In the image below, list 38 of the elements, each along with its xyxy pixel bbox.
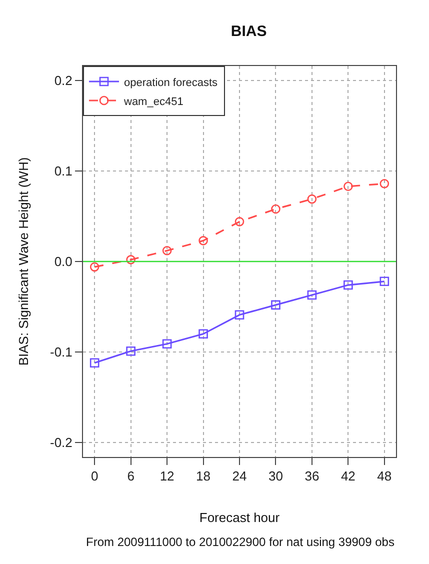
y-tick-label: 0.2 — [54, 73, 72, 88]
y-tick-label: -0.1 — [50, 344, 72, 360]
y-axis-title: BIAS: Significant Wave Height (WH) — [16, 157, 31, 366]
x-tick-label: 6 — [127, 468, 134, 484]
legend-label: wam_ec451 — [123, 96, 184, 108]
text: From 2009111000 to 2010022900 for nat using 39909 obs — [86, 535, 394, 549]
x-tick-label: 24 — [232, 468, 247, 484]
point — [90, 262, 100, 272]
point — [126, 255, 136, 264]
point — [307, 194, 317, 204]
x-tick-label: 42 — [340, 468, 356, 484]
x-tick-label: 30 — [268, 468, 283, 484]
point — [90, 358, 100, 368]
chart-title: BIAS — [230, 22, 267, 40]
point — [344, 182, 353, 192]
point — [234, 310, 244, 320]
point — [344, 280, 353, 290]
point — [126, 346, 136, 356]
x-axis-title: Forecast hour — [199, 510, 280, 526]
x-tick-label: 36 — [304, 468, 320, 484]
point — [162, 339, 172, 349]
x-tick-label: 12 — [160, 468, 174, 484]
y-tick-label: -0.2 — [50, 435, 72, 450]
x-tick-label: 18 — [196, 468, 211, 484]
y-tick-label: 0.1 — [54, 164, 72, 179]
point — [234, 217, 244, 226]
x-tick-label: 0 — [90, 468, 98, 484]
point — [162, 246, 172, 256]
y-tick-label: 0.0 — [54, 254, 72, 270]
point — [380, 276, 390, 286]
point — [271, 204, 280, 214]
legend-label: operation forecasts — [124, 76, 218, 89]
point — [271, 300, 280, 310]
x-tick-label: 48 — [377, 468, 392, 484]
point — [380, 179, 390, 188]
point — [198, 236, 208, 246]
point — [198, 329, 208, 339]
point — [307, 290, 317, 300]
